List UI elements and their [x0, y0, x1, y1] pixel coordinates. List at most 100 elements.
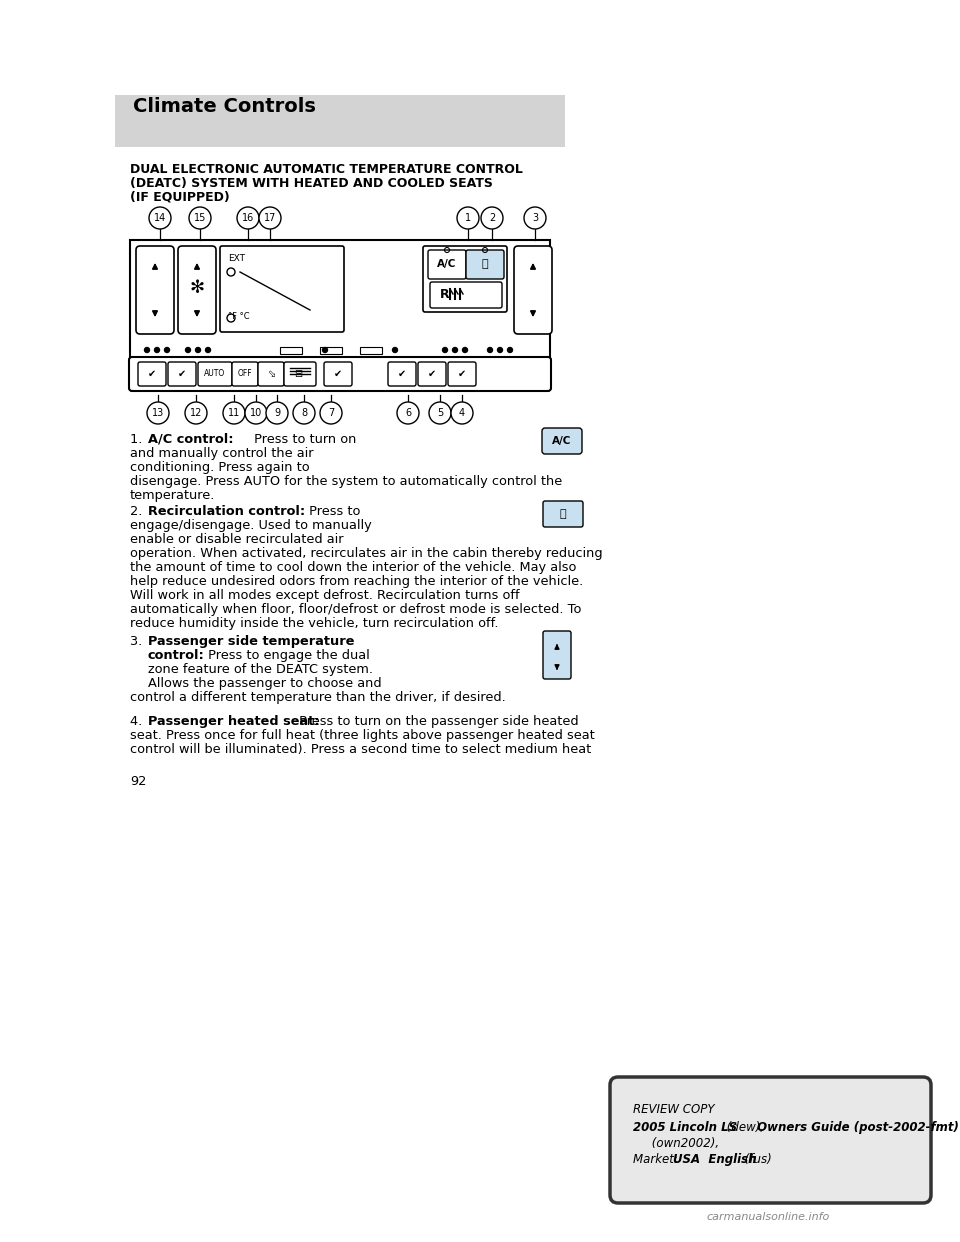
- FancyBboxPatch shape: [284, 361, 316, 386]
- Circle shape: [185, 348, 190, 353]
- Text: 1: 1: [465, 212, 471, 224]
- Text: 1.: 1.: [130, 433, 147, 446]
- Text: ✔: ✔: [178, 369, 186, 379]
- Text: and manually control the air: and manually control the air: [130, 447, 314, 460]
- Text: OFF: OFF: [238, 370, 252, 379]
- Ellipse shape: [237, 207, 259, 229]
- Text: control a different temperature than the driver, if desired.: control a different temperature than the…: [130, 691, 506, 704]
- FancyBboxPatch shape: [320, 347, 342, 354]
- FancyBboxPatch shape: [543, 631, 571, 679]
- Text: 2.: 2.: [130, 505, 147, 518]
- Text: 2005 Lincoln LS: 2005 Lincoln LS: [633, 1122, 737, 1134]
- Text: 15: 15: [194, 212, 206, 224]
- Ellipse shape: [320, 402, 342, 424]
- FancyBboxPatch shape: [280, 347, 302, 354]
- Text: Owners Guide (post-2002-fmt): Owners Guide (post-2002-fmt): [753, 1122, 959, 1134]
- FancyBboxPatch shape: [514, 246, 552, 334]
- Text: the amount of time to cool down the interior of the vehicle. May also: the amount of time to cool down the inte…: [130, 561, 576, 574]
- Text: Allows the passenger to choose and: Allows the passenger to choose and: [148, 677, 382, 691]
- Text: conditioning. Press again to: conditioning. Press again to: [130, 461, 310, 474]
- FancyBboxPatch shape: [388, 361, 416, 386]
- Text: ✔: ✔: [398, 369, 406, 379]
- Circle shape: [508, 348, 513, 353]
- Circle shape: [463, 348, 468, 353]
- Text: A/C: A/C: [552, 436, 572, 446]
- Ellipse shape: [457, 207, 479, 229]
- Text: 4.: 4.: [130, 715, 146, 728]
- Text: automatically when floor, floor/defrost or defrost mode is selected. To: automatically when floor, floor/defrost …: [130, 604, 582, 616]
- Text: Passenger heated seat:: Passenger heated seat:: [148, 715, 320, 728]
- Ellipse shape: [147, 402, 169, 424]
- Text: 17: 17: [264, 212, 276, 224]
- FancyBboxPatch shape: [129, 356, 551, 391]
- Text: 10: 10: [250, 409, 262, 419]
- Ellipse shape: [524, 207, 546, 229]
- Circle shape: [205, 348, 210, 353]
- Text: temperature.: temperature.: [130, 489, 215, 502]
- FancyBboxPatch shape: [360, 347, 382, 354]
- Text: 92: 92: [130, 775, 146, 787]
- FancyBboxPatch shape: [136, 246, 174, 334]
- Text: 2: 2: [489, 212, 495, 224]
- Text: (fus): (fus): [741, 1153, 772, 1166]
- Text: 11: 11: [228, 409, 240, 419]
- Circle shape: [155, 348, 159, 353]
- Circle shape: [443, 348, 447, 353]
- FancyBboxPatch shape: [198, 361, 232, 386]
- FancyBboxPatch shape: [423, 246, 507, 312]
- Text: Market:: Market:: [633, 1153, 685, 1166]
- Circle shape: [164, 348, 170, 353]
- Text: (IF EQUIPPED): (IF EQUIPPED): [130, 191, 229, 204]
- Text: Press to turn on: Press to turn on: [250, 433, 356, 446]
- Text: AUTO: AUTO: [204, 370, 226, 379]
- Text: 12: 12: [190, 409, 203, 419]
- Text: USA  English: USA English: [673, 1153, 756, 1166]
- Text: DUAL ELECTRONIC AUTOMATIC TEMPERATURE CONTROL: DUAL ELECTRONIC AUTOMATIC TEMPERATURE CO…: [130, 163, 523, 176]
- FancyBboxPatch shape: [324, 361, 352, 386]
- Text: control will be illuminated). Press a second time to select medium heat: control will be illuminated). Press a se…: [130, 743, 591, 756]
- Text: A/C: A/C: [438, 260, 457, 270]
- Text: Press to: Press to: [305, 505, 360, 518]
- Text: ✔: ✔: [428, 369, 436, 379]
- Text: ✻: ✻: [189, 279, 204, 297]
- FancyBboxPatch shape: [466, 250, 504, 279]
- FancyBboxPatch shape: [430, 282, 502, 308]
- Text: ✔: ✔: [334, 369, 342, 379]
- Text: Climate Controls: Climate Controls: [133, 97, 316, 116]
- Text: Press to engage the dual: Press to engage the dual: [204, 650, 370, 662]
- Text: EXT: EXT: [228, 255, 245, 263]
- Text: 7: 7: [328, 409, 334, 419]
- Text: 16: 16: [242, 212, 254, 224]
- Text: 3.: 3.: [130, 635, 146, 648]
- Text: ✔: ✔: [458, 369, 466, 379]
- Ellipse shape: [481, 207, 503, 229]
- Text: operation. When activated, recirculates air in the cabin thereby reducing: operation. When activated, recirculates …: [130, 546, 603, 560]
- Text: 14: 14: [154, 212, 166, 224]
- FancyBboxPatch shape: [258, 361, 284, 386]
- Text: 4: 4: [459, 409, 465, 419]
- FancyBboxPatch shape: [115, 94, 565, 147]
- Ellipse shape: [189, 207, 211, 229]
- Text: 6: 6: [405, 409, 411, 419]
- FancyBboxPatch shape: [220, 246, 344, 332]
- Ellipse shape: [223, 402, 245, 424]
- Ellipse shape: [266, 402, 288, 424]
- Text: (DEATC) SYSTEM WITH HEATED AND COOLED SEATS: (DEATC) SYSTEM WITH HEATED AND COOLED SE…: [130, 178, 492, 190]
- Text: ⬂: ⬂: [267, 369, 276, 379]
- Text: ✔: ✔: [148, 369, 156, 379]
- Text: zone feature of the DEATC system.: zone feature of the DEATC system.: [148, 663, 373, 676]
- Text: 9: 9: [274, 409, 280, 419]
- Text: ⊟: ⊟: [294, 369, 302, 379]
- Ellipse shape: [245, 402, 267, 424]
- Text: 3: 3: [532, 212, 538, 224]
- Text: disengage. Press AUTO for the system to automatically control the: disengage. Press AUTO for the system to …: [130, 474, 563, 488]
- Text: engage/disengage. Used to manually: engage/disengage. Used to manually: [130, 519, 372, 532]
- Ellipse shape: [185, 402, 207, 424]
- Text: 8: 8: [300, 409, 307, 419]
- Ellipse shape: [149, 207, 171, 229]
- Text: help reduce undesired odors from reaching the interior of the vehicle.: help reduce undesired odors from reachin…: [130, 575, 584, 587]
- Text: °F °C: °F °C: [228, 312, 250, 320]
- FancyBboxPatch shape: [178, 246, 216, 334]
- Ellipse shape: [429, 402, 451, 424]
- Ellipse shape: [259, 207, 281, 229]
